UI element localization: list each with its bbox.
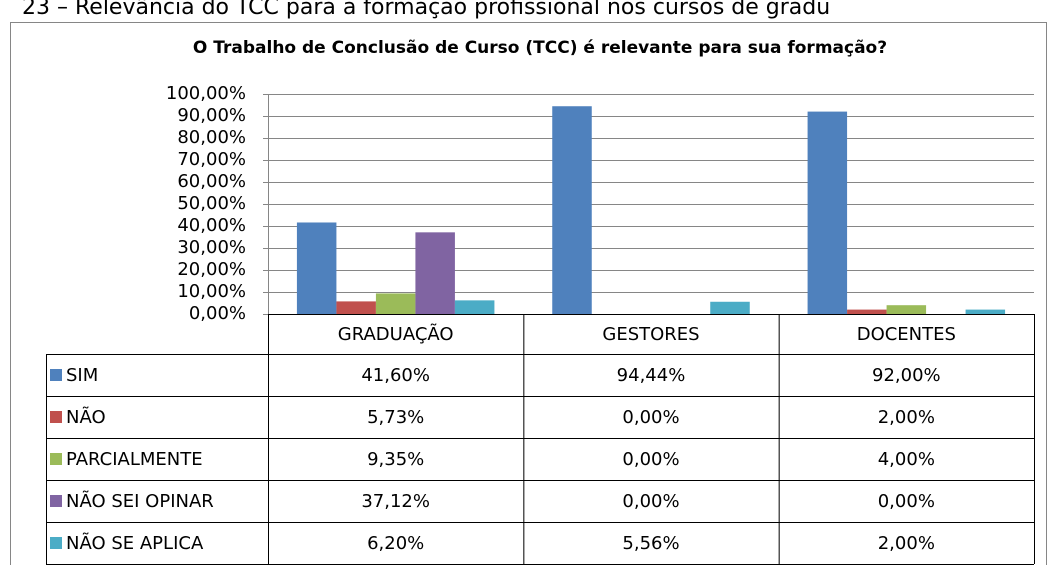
x-tick-label: GRADUAÇÃO <box>338 323 454 345</box>
caption: 23 – Relevância do TCC para a formação p… <box>22 0 830 20</box>
data-label: 2,00% <box>878 407 935 428</box>
bar <box>807 111 848 314</box>
bar <box>965 309 1006 314</box>
y-tick-label: 20,00% <box>177 259 246 280</box>
data-label: 0,00% <box>622 407 679 428</box>
bar <box>375 293 416 314</box>
x-tick-label: DOCENTES <box>857 324 956 345</box>
bar <box>454 300 495 314</box>
y-tick-label: 50,00% <box>177 193 246 214</box>
y-tick-label: 40,00% <box>177 215 246 236</box>
y-tick-label: 10,00% <box>177 281 246 302</box>
bar <box>552 106 592 315</box>
bar <box>886 305 927 314</box>
data-label: 37,12% <box>361 491 430 512</box>
data-label: 0,00% <box>622 449 679 470</box>
bar <box>296 222 337 314</box>
y-tick-label: 0,00% <box>189 303 246 324</box>
data-label: 41,60% <box>361 365 430 386</box>
legend-key <box>50 411 62 423</box>
bar <box>710 301 750 314</box>
data-label: 92,00% <box>872 365 941 386</box>
data-label: 5,56% <box>622 533 679 554</box>
y-tick-label: 30,00% <box>177 237 246 258</box>
bar <box>336 301 376 314</box>
legend-label: PARCIALMENTE <box>66 449 203 470</box>
data-label: 5,73% <box>367 407 424 428</box>
y-tick-label: 60,00% <box>177 171 246 192</box>
legend-key <box>50 369 62 381</box>
legend-label: NÃO <box>66 406 106 428</box>
chart-title: O Trabalho de Conclusão de Curso (TCC) é… <box>193 38 887 58</box>
bar <box>847 309 887 314</box>
chart-border <box>10 22 1047 565</box>
data-label: 2,00% <box>878 533 935 554</box>
legend-key <box>50 495 62 507</box>
y-tick-label: 100,00% <box>166 83 246 104</box>
data-label: 94,44% <box>617 365 686 386</box>
legend-key <box>50 453 62 465</box>
data-label: 9,35% <box>367 449 424 470</box>
y-tick-label: 70,00% <box>177 149 246 170</box>
y-tick-label: 90,00% <box>177 105 246 126</box>
data-label: 4,00% <box>878 449 935 470</box>
bar <box>415 232 455 314</box>
legend-key <box>50 537 62 549</box>
data-label: 0,00% <box>878 491 935 512</box>
data-label: 0,00% <box>622 491 679 512</box>
y-tick-label: 80,00% <box>177 127 246 148</box>
legend-label: SIM <box>66 365 98 386</box>
legend-label: NÃO SE APLICA <box>66 532 204 554</box>
legend-label: NÃO SEI OPINAR <box>66 490 214 512</box>
data-label: 6,20% <box>367 533 424 554</box>
x-tick-label: GESTORES <box>602 324 699 345</box>
